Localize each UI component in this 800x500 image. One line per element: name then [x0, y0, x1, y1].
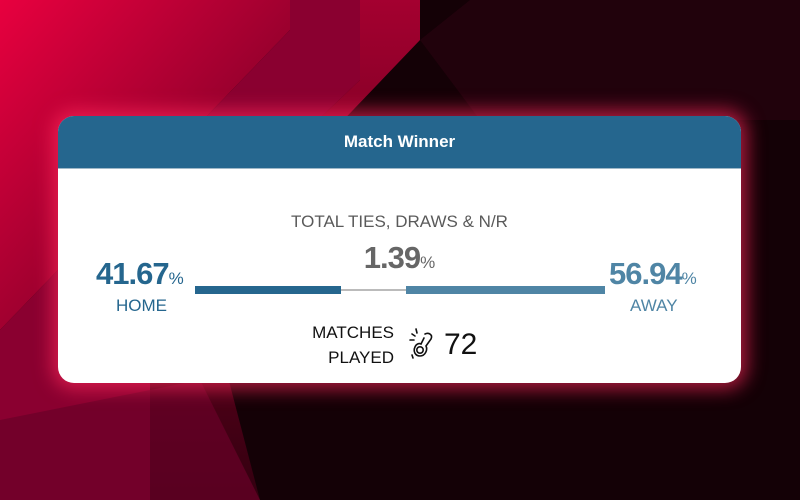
- ties-label: TOTAL TIES, DRAWS & N/R: [291, 212, 508, 231]
- matches-played-label: MATCHES PLAYED: [294, 320, 394, 370]
- cricket-ball-hand-icon: [409, 328, 433, 359]
- matches-played-value: 72: [444, 328, 478, 361]
- card-title: Match Winner: [58, 116, 741, 169]
- away-value: 56.94: [609, 256, 683, 291]
- away-percentage: 56.94%: [609, 256, 697, 292]
- ties-share-line: [340, 289, 406, 291]
- home-value: 41.67: [96, 256, 170, 291]
- away-label: AWAY: [630, 296, 678, 315]
- matches-label-line1: MATCHES: [312, 323, 394, 342]
- percent-sign: %: [420, 253, 436, 272]
- match-winner-card: Match Winner TOTAL TIES, DRAWS & N/R 1.3…: [58, 116, 741, 383]
- home-share-bar: [195, 286, 341, 294]
- percent-sign: %: [681, 269, 697, 288]
- ties-percentage: 1.39%: [58, 240, 741, 276]
- away-share-bar: [405, 286, 605, 294]
- percent-sign: %: [168, 269, 184, 288]
- home-percentage: 41.67%: [96, 256, 184, 292]
- matches-label-line2: PLAYED: [328, 348, 394, 367]
- home-label: HOME: [116, 296, 167, 315]
- ties-value: 1.39: [363, 240, 421, 275]
